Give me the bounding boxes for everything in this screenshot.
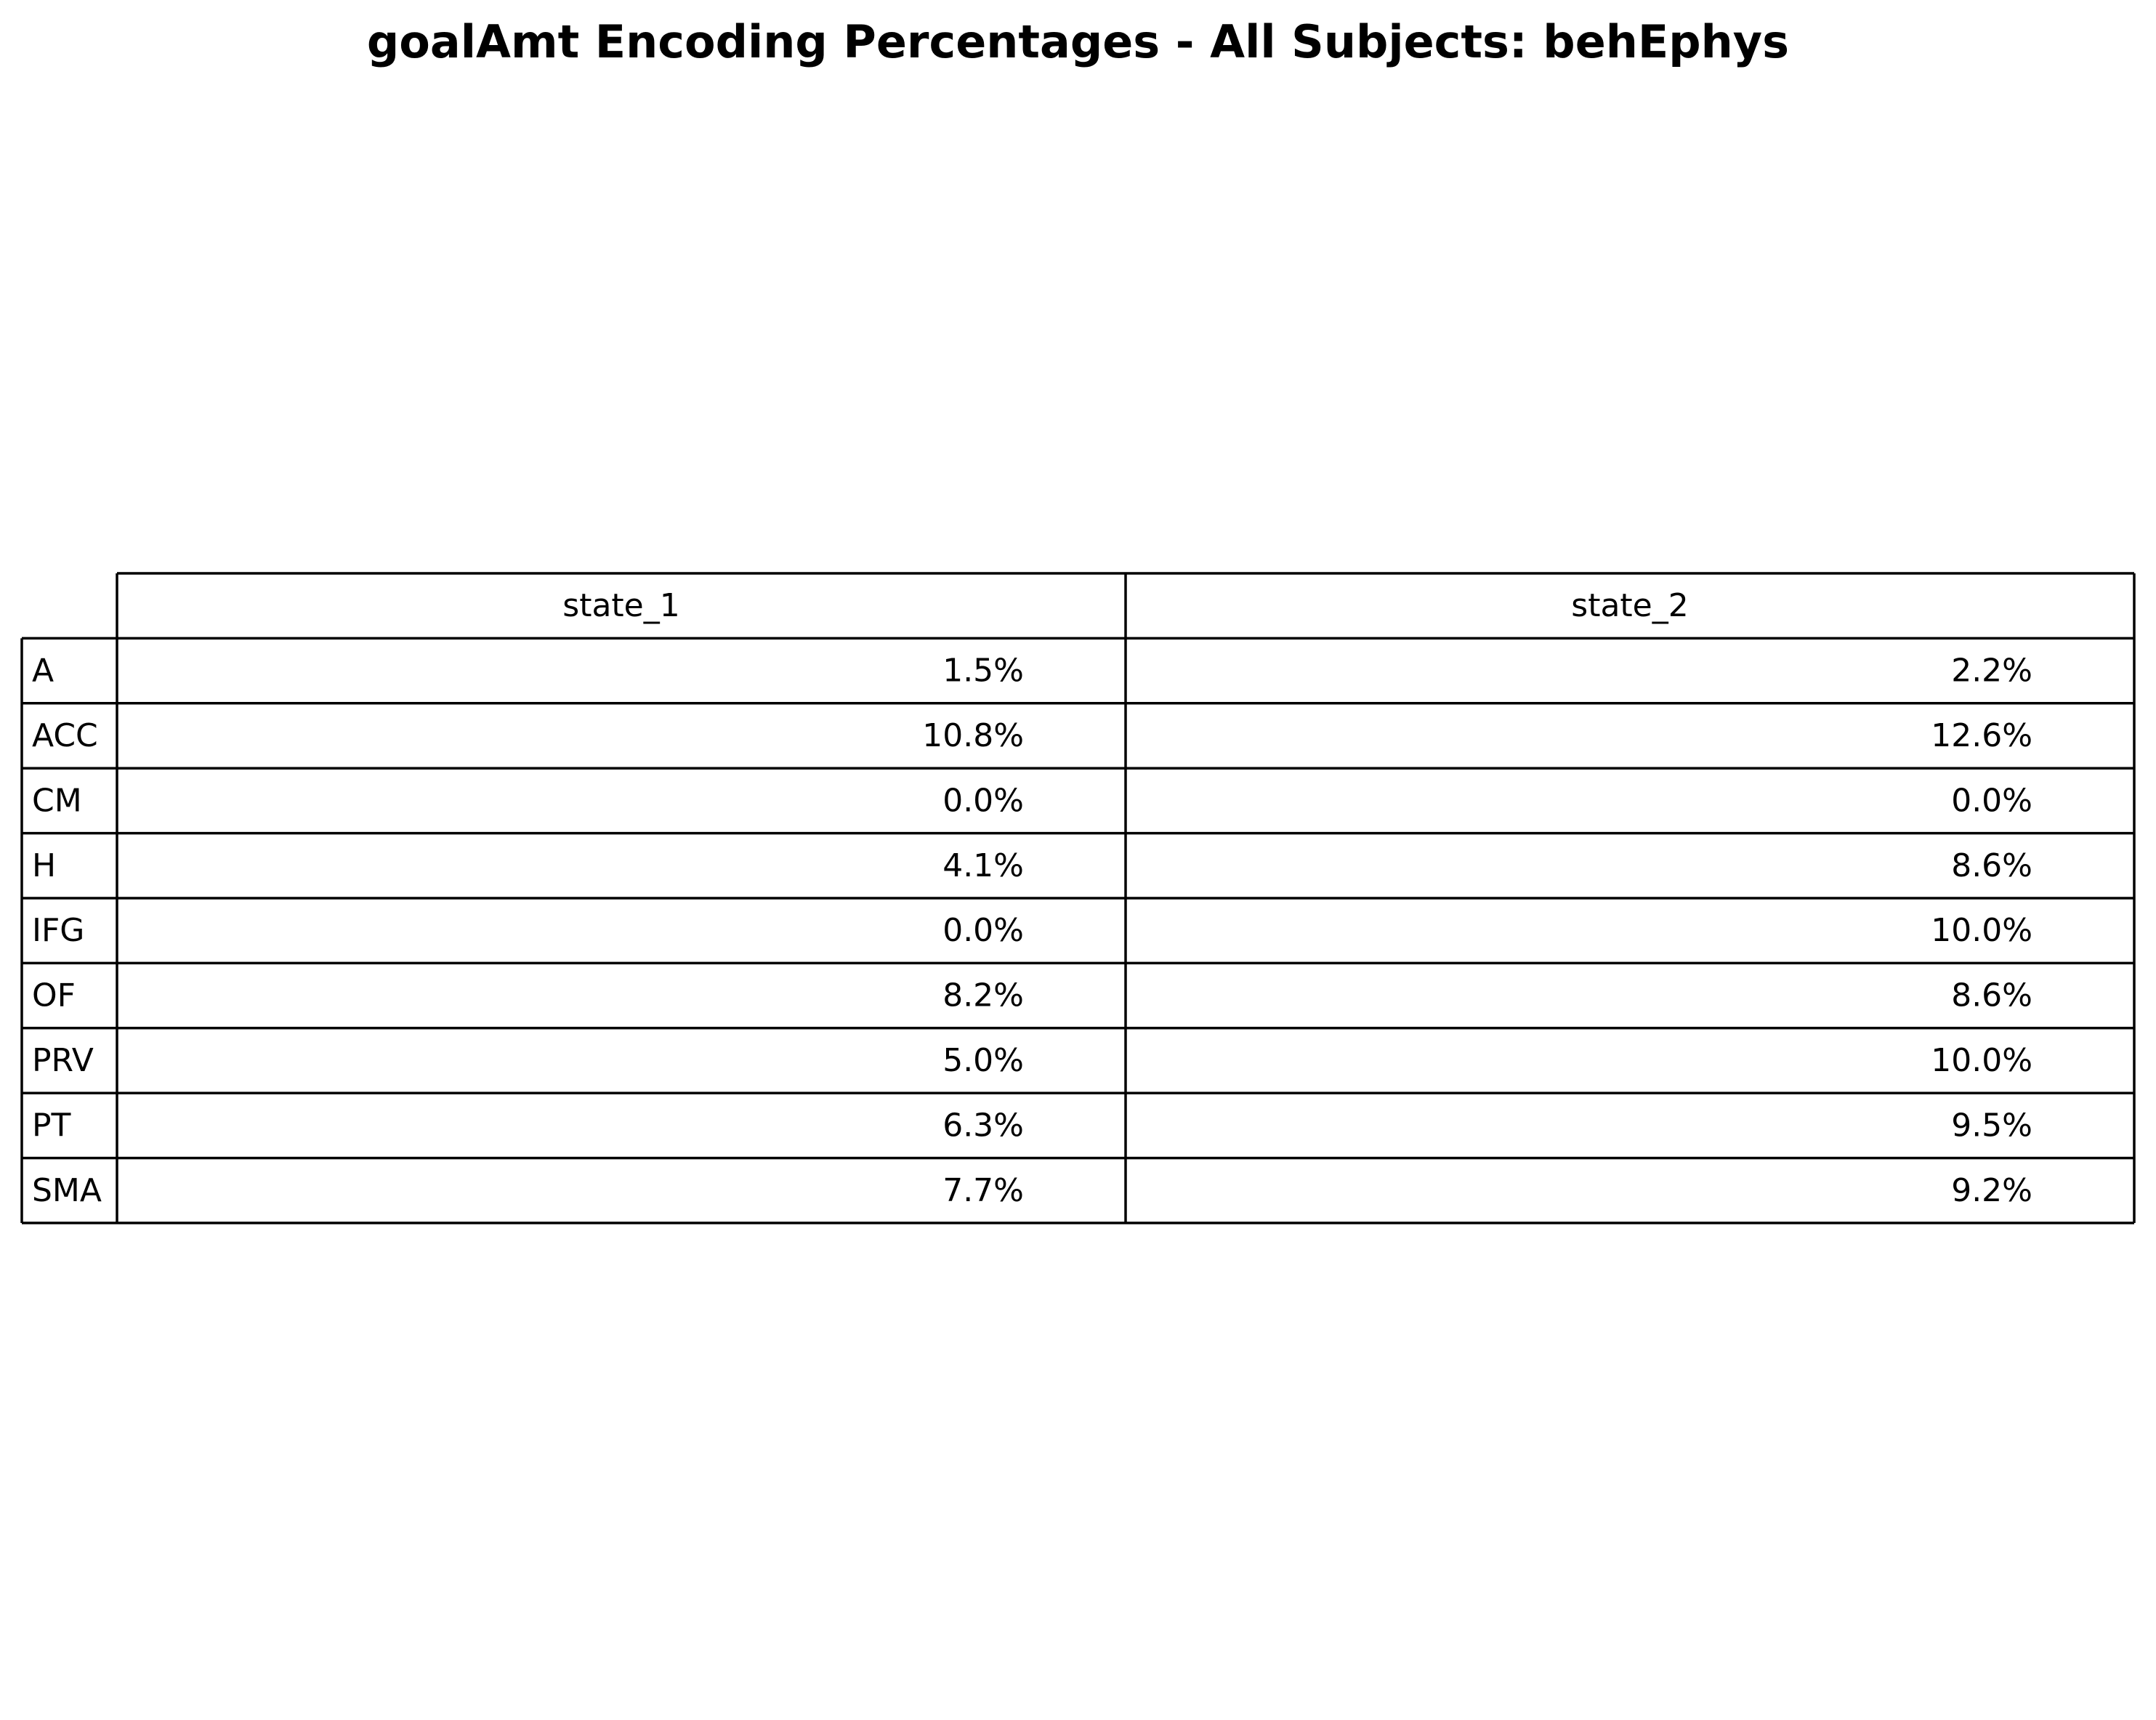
cell-prv-state_2: 10.0% — [1931, 1042, 2032, 1079]
cell-acc-state_1: 10.8% — [922, 717, 1024, 754]
row-label-of: OF — [32, 977, 76, 1014]
cell-prv-state_1: 5.0% — [942, 1042, 1024, 1079]
table-cells: state_1 state_2 A 1.5% 2.2% ACC 10.8% 12.6% CM 0.… — [32, 587, 2032, 1209]
cell-of-state_1: 8.2% — [942, 977, 1024, 1014]
row-label-acc: ACC — [32, 717, 98, 754]
row-label-h: H — [32, 847, 56, 884]
row-label-cm: CM — [32, 782, 82, 819]
cell-cm-state_2: 0.0% — [1951, 782, 2032, 819]
cell-sma-state_1: 7.7% — [942, 1172, 1024, 1209]
cell-h-state_1: 4.1% — [942, 847, 1024, 884]
cell-cm-state_1: 0.0% — [942, 782, 1024, 819]
cell-a-state_1: 1.5% — [942, 653, 1024, 690]
cell-a-state_2: 2.2% — [1951, 653, 2032, 690]
cell-ifg-state_1: 0.0% — [942, 912, 1024, 949]
table-grid — [20, 572, 2136, 1224]
column-header-state_2: state_2 — [1571, 587, 1688, 624]
cell-pt-state_1: 6.3% — [942, 1107, 1024, 1144]
row-label-ifg: IFG — [32, 912, 84, 949]
cell-sma-state_2: 9.2% — [1951, 1172, 2032, 1209]
column-header-state_1: state_1 — [562, 587, 679, 624]
chart-title: goalAmt Encoding Percentages - All Subje… — [366, 15, 1790, 68]
row-label-a: A — [32, 653, 54, 690]
cell-of-state_2: 8.6% — [1951, 977, 2032, 1014]
row-label-prv: PRV — [32, 1042, 94, 1079]
cell-acc-state_2: 12.6% — [1931, 717, 2032, 754]
row-label-sma: SMA — [32, 1172, 102, 1209]
row-label-pt: PT — [32, 1107, 71, 1144]
cell-ifg-state_2: 10.0% — [1931, 912, 2032, 949]
cell-h-state_2: 8.6% — [1951, 847, 2032, 884]
cell-pt-state_2: 9.5% — [1951, 1107, 2032, 1144]
